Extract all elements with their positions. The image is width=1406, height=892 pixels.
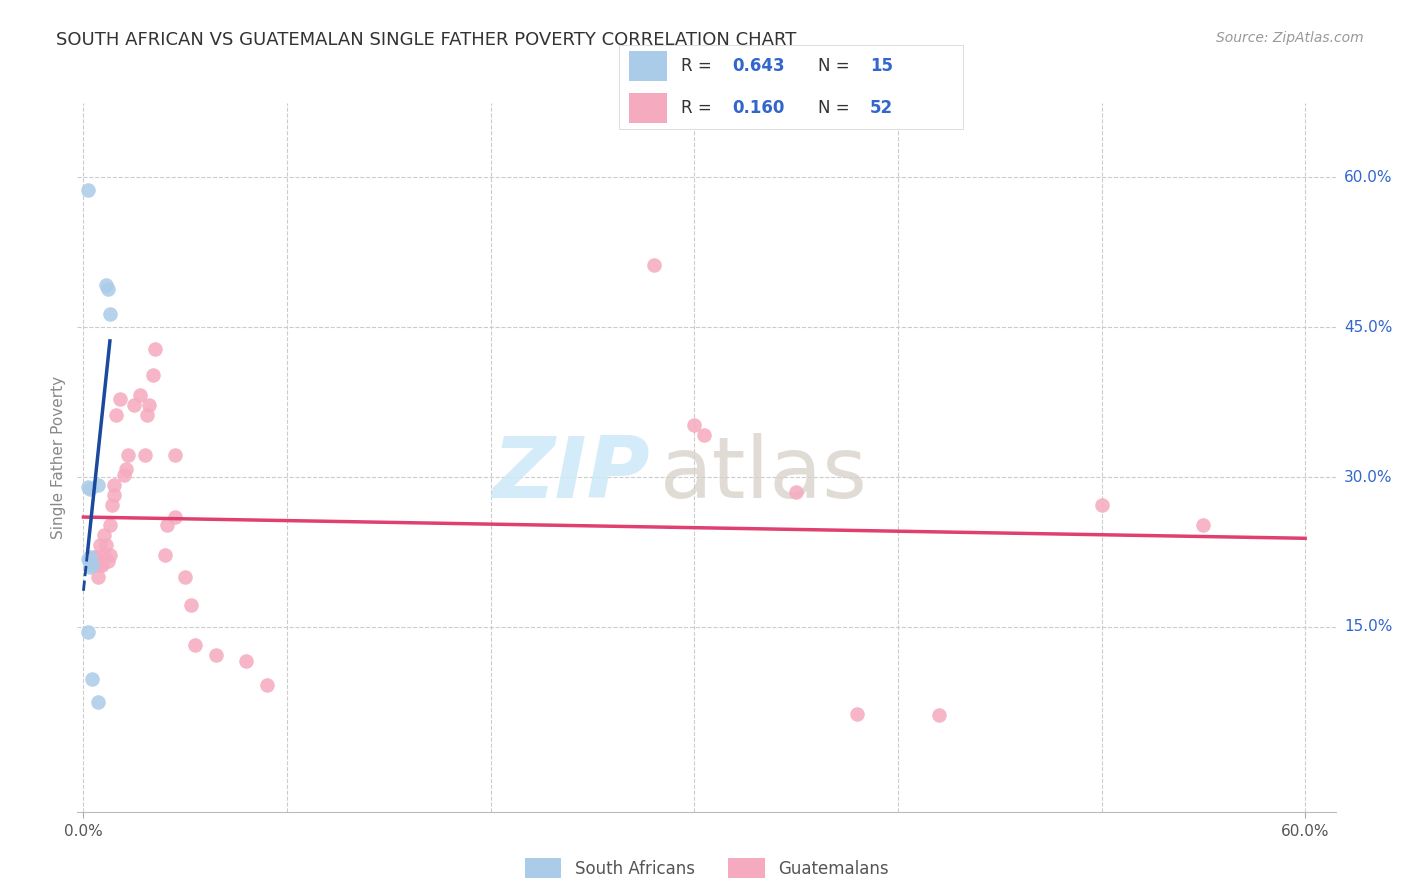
Point [94, 278, 117, 293]
Point [204, 648, 226, 662]
Point [928, 707, 950, 722]
Point [112, 468, 135, 483]
Point [846, 706, 869, 721]
Point [83, 549, 105, 564]
Point [103, 488, 125, 502]
Point [79, 560, 101, 574]
Point [134, 448, 156, 462]
Point [98, 518, 121, 533]
Point [79, 554, 101, 568]
Point [165, 448, 187, 462]
Point [80, 558, 103, 572]
Point [84, 549, 107, 564]
Text: 45.0%: 45.0% [1344, 320, 1392, 334]
Point [76, 184, 98, 198]
Point [80, 672, 103, 686]
Point [83, 554, 105, 568]
Point [105, 408, 128, 422]
Text: 15: 15 [870, 57, 893, 75]
Point [138, 398, 160, 412]
Point [76, 624, 98, 639]
Legend: South Africans, Guatemalans: South Africans, Guatemalans [517, 851, 896, 885]
Point [643, 259, 665, 273]
Point [108, 392, 131, 407]
Point [153, 548, 176, 562]
Text: 0.643: 0.643 [733, 57, 785, 75]
Point [129, 388, 152, 402]
Point [86, 695, 108, 709]
Point [117, 448, 139, 462]
Point [101, 498, 124, 512]
Point [97, 554, 120, 568]
Text: R =: R = [681, 57, 717, 75]
Point [683, 418, 706, 433]
Y-axis label: Single Father Poverty: Single Father Poverty [51, 376, 66, 539]
Text: 60.0%: 60.0% [1344, 170, 1392, 185]
Text: N =: N = [818, 99, 855, 117]
Point [97, 282, 120, 296]
Point [76, 552, 98, 566]
Point [93, 548, 115, 562]
Point [80, 558, 103, 572]
Point [156, 518, 179, 533]
Point [115, 462, 138, 476]
Point [89, 558, 111, 572]
Point [165, 510, 187, 524]
Point [180, 598, 202, 612]
Point [135, 408, 157, 422]
Text: 30.0%: 30.0% [1344, 469, 1392, 484]
Point [94, 538, 117, 552]
Point [98, 307, 121, 321]
Point [142, 368, 165, 383]
Point [785, 485, 807, 500]
Text: 15.0%: 15.0% [1344, 619, 1392, 634]
FancyBboxPatch shape [628, 93, 666, 123]
Point [256, 678, 278, 692]
FancyBboxPatch shape [628, 51, 666, 81]
Text: 52: 52 [870, 99, 893, 117]
Point [93, 528, 115, 542]
Point [1090, 498, 1112, 512]
Text: N =: N = [818, 57, 855, 75]
Point [86, 478, 108, 492]
Point [174, 570, 197, 584]
Point [79, 549, 101, 564]
Text: atlas: atlas [659, 434, 868, 516]
Point [89, 554, 111, 568]
Point [86, 570, 108, 584]
Point [235, 654, 257, 668]
Point [84, 555, 107, 569]
Text: ZIP: ZIP [492, 434, 650, 516]
Text: R =: R = [681, 99, 717, 117]
Point [90, 558, 112, 572]
Point [83, 552, 105, 566]
Point [103, 478, 125, 492]
Point [98, 548, 121, 562]
Point [89, 538, 111, 552]
Text: Source: ZipAtlas.com: Source: ZipAtlas.com [1216, 31, 1364, 45]
Text: SOUTH AFRICAN VS GUATEMALAN SINGLE FATHER POVERTY CORRELATION CHART: SOUTH AFRICAN VS GUATEMALAN SINGLE FATHE… [56, 31, 797, 49]
Point [143, 343, 166, 357]
Point [1192, 518, 1215, 533]
Point [76, 480, 98, 494]
Point [693, 428, 716, 442]
Point [84, 558, 107, 572]
Point [79, 482, 101, 496]
Point [184, 638, 207, 652]
Point [83, 555, 105, 569]
Text: 0.160: 0.160 [733, 99, 785, 117]
Point [124, 398, 146, 412]
